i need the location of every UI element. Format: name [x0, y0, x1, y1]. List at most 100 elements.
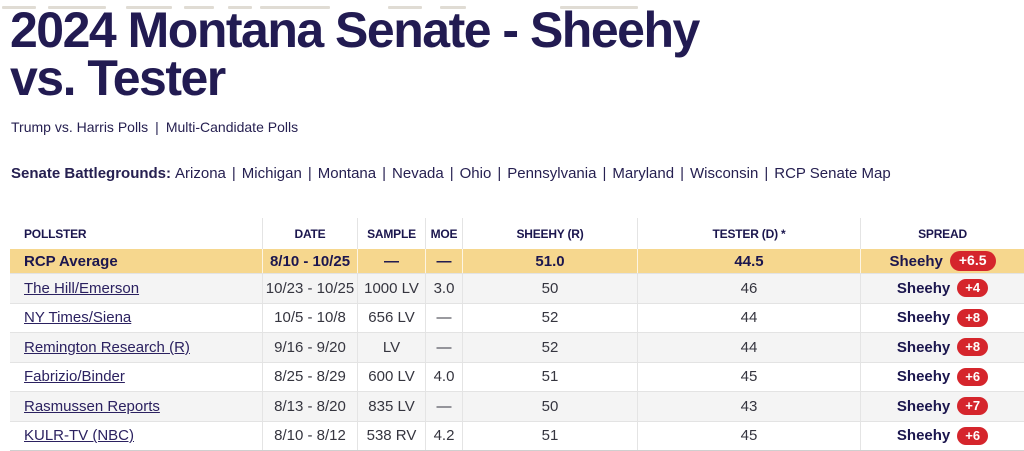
average-sheehy-value: 51.0 — [462, 249, 637, 273]
date-cell: 8/10 - 8/12 — [262, 421, 357, 450]
link-nevada[interactable]: Nevada — [392, 165, 444, 182]
link-trump-vs-harris-polls[interactable]: Trump vs. Harris Polls — [11, 119, 149, 135]
average-moe: — — [425, 249, 462, 273]
sample-cell: 656 LV — [357, 303, 425, 332]
sheehy-value-cell: 52 — [462, 303, 637, 332]
pollster-cell: Remington Research (R) — [10, 333, 262, 362]
moe-cell: — — [425, 392, 462, 421]
spread-cell: Sheehy +8 — [860, 333, 1024, 362]
sheehy-value-cell: 51 — [462, 362, 637, 391]
pipe-separator: | — [307, 165, 312, 182]
link-rcp-senate-map[interactable]: RCP Senate Map — [774, 165, 891, 182]
pollster-cell: The Hill/Emerson — [10, 274, 262, 303]
pollster-link[interactable]: Fabrizio/Binder — [24, 368, 125, 386]
tester-value-cell: 45 — [637, 421, 860, 450]
pipe-separator: | — [680, 165, 684, 182]
rcp-average-row: RCP Average 8/10 - 10/25 — — 51.0 44.5 S… — [10, 249, 1024, 273]
table-row: Fabrizio/Binder 8/25 - 8/29 600 LV 4.0 5… — [10, 361, 1024, 392]
spread-leader-name: Sheehy — [896, 368, 951, 386]
sheehy-value-cell: 51 — [462, 421, 637, 450]
spread-margin-badge: +8 — [957, 308, 989, 327]
sample-cell: 538 RV — [357, 421, 425, 450]
date-cell: 8/25 - 8/29 — [262, 362, 357, 391]
battlegrounds-label: Senate Battlegrounds: — [11, 165, 172, 182]
moe-cell: 4.0 — [425, 362, 462, 391]
pollster-cell: NY Times/Siena — [10, 304, 262, 333]
average-tester-value: 44.5 — [637, 249, 860, 273]
moe-cell: 3.0 — [425, 274, 462, 303]
spread-cell: Sheehy +6 — [860, 421, 1024, 450]
table-row: The Hill/Emerson 10/23 - 10/25 1000 LV 3… — [10, 273, 1024, 303]
pipe-separator: | — [231, 165, 236, 182]
pipe-separator: | — [602, 165, 607, 182]
average-sample: — — [357, 249, 425, 273]
average-spread: Sheehy +6.5 — [860, 249, 1024, 273]
spread-cell: Sheehy +6 — [860, 362, 1024, 391]
pollster-link[interactable]: The Hill/Emerson — [24, 279, 140, 297]
pipe-separator: | — [382, 165, 387, 182]
spread-leader-name: Sheehy — [896, 427, 951, 445]
date-cell: 9/16 - 9/20 — [262, 333, 357, 362]
sample-cell: LV — [357, 333, 425, 362]
link-pennsylvania[interactable]: Pennsylvania — [507, 165, 597, 182]
sample-cell: 835 LV — [357, 392, 425, 421]
table-row: Rasmussen Reports 8/13 - 8/20 835 LV — 5… — [10, 391, 1024, 421]
pollster-link[interactable]: NY Times/Siena — [24, 309, 132, 327]
link-wisconsin[interactable]: Wisconsin — [689, 165, 759, 182]
link-arizona[interactable]: Arizona — [175, 165, 226, 182]
pollster-cell: KULR-TV (NBC) — [10, 422, 262, 451]
table-body: The Hill/Emerson 10/23 - 10/25 1000 LV 3… — [10, 273, 1024, 450]
clipped-content-strip — [0, 6, 1024, 10]
table-header-row: POLLSTER DATE SAMPLE MOE SHEEHY (R) TEST… — [10, 218, 1024, 249]
average-pollster: RCP Average — [24, 252, 118, 270]
pollster-cell: Rasmussen Reports — [10, 392, 262, 421]
link-michigan[interactable]: Michigan — [241, 165, 302, 182]
senate-battlegrounds-bar: Senate Battlegrounds: Arizona | Michigan | Mo… — [11, 165, 1024, 182]
date-cell: 8/13 - 8/20 — [262, 392, 357, 421]
pollster-cell: Fabrizio/Binder — [10, 363, 262, 392]
spread-leader-name: Sheehy — [896, 309, 951, 327]
pipe-separator: | — [497, 165, 502, 182]
table-row: Remington Research (R) 9/16 - 9/20 LV — … — [10, 332, 1024, 362]
sheehy-value-cell: 50 — [462, 274, 637, 303]
sample-cell: 600 LV — [357, 362, 425, 391]
spread-margin-badge: +6 — [957, 426, 989, 445]
tester-value-cell: 46 — [637, 274, 860, 303]
link-montana[interactable]: Montana — [317, 165, 377, 182]
pollster-link[interactable]: KULR-TV (NBC) — [24, 427, 135, 445]
spread-margin-badge: +6 — [957, 367, 989, 386]
link-maryland[interactable]: Maryland — [612, 165, 675, 182]
link-ohio[interactable]: Ohio — [459, 165, 492, 182]
date-cell: 10/23 - 10/25 — [262, 274, 357, 303]
sheehy-value-cell: 52 — [462, 333, 637, 362]
pollster-link[interactable]: Remington Research (R) — [24, 338, 190, 356]
header-sample: SAMPLE — [357, 218, 425, 249]
header-pollster: POLLSTER — [24, 226, 87, 241]
header-spread: SPREAD — [860, 218, 1024, 249]
polls-table: POLLSTER DATE SAMPLE MOE SHEEHY (R) TEST… — [10, 218, 1024, 451]
subtitle-links: Trump vs. Harris Polls | Multi-Candidate P… — [11, 119, 1024, 135]
pollster-link[interactable]: Rasmussen Reports — [24, 397, 160, 415]
spread-leader-name: Sheehy — [896, 279, 951, 297]
spread-margin-badge: +8 — [957, 338, 989, 357]
table-row: KULR-TV (NBC) 8/10 - 8/12 538 RV 4.2 51 … — [10, 420, 1024, 451]
tester-value-cell: 43 — [637, 392, 860, 421]
pipe-separator: | — [155, 119, 159, 135]
tester-value-cell: 44 — [637, 303, 860, 332]
pipe-separator: | — [764, 165, 769, 182]
moe-cell: 4.2 — [425, 421, 462, 450]
sample-cell: 1000 LV — [357, 274, 425, 303]
spread-margin-badge: +6.5 — [949, 251, 996, 271]
pipe-separator: | — [449, 165, 454, 182]
spread-margin-badge: +4 — [957, 279, 989, 298]
table-row: NY Times/Siena 10/5 - 10/8 656 LV — 52 4… — [10, 302, 1024, 333]
spread-cell: Sheehy +7 — [860, 392, 1024, 421]
header-moe: MOE — [425, 218, 462, 249]
spread-cell: Sheehy +4 — [860, 274, 1024, 303]
tester-value-cell: 44 — [637, 333, 860, 362]
header-date: DATE — [262, 218, 357, 249]
sheehy-value-cell: 50 — [462, 392, 637, 421]
spread-leader-name: Sheehy — [896, 397, 951, 415]
header-sheehy: SHEEHY (R) — [462, 218, 637, 249]
link-multi-candidate-polls[interactable]: Multi-Candidate Polls — [165, 119, 299, 135]
